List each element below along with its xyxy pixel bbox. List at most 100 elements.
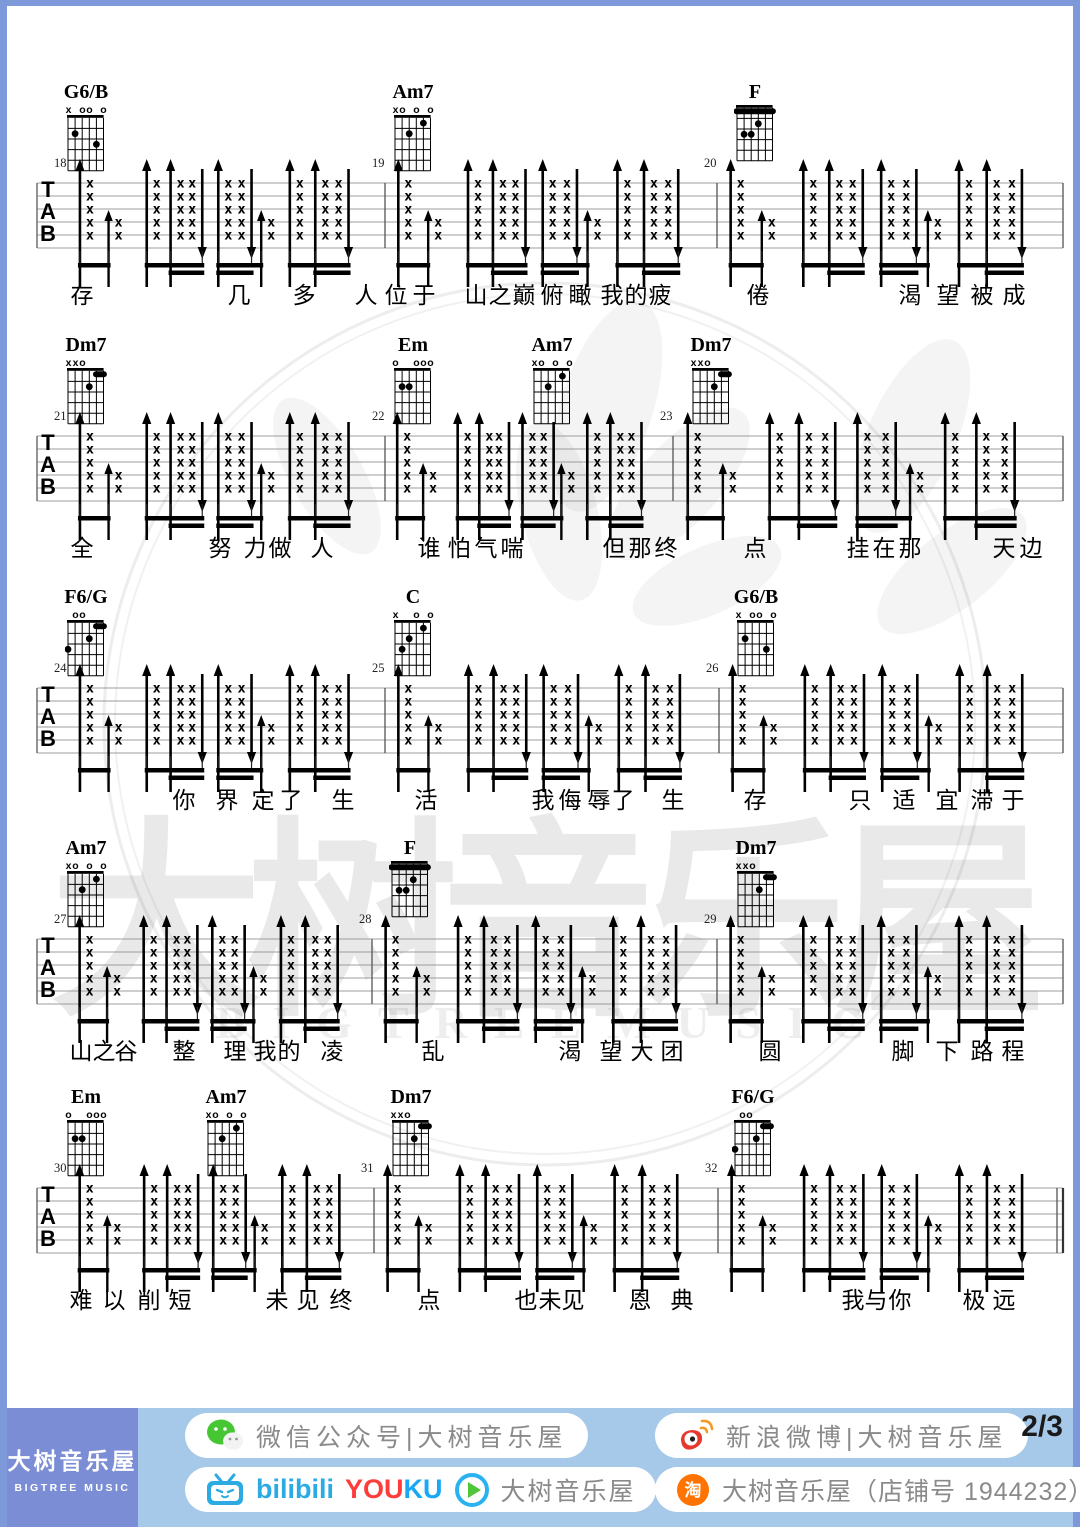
svg-text:x: x — [965, 176, 973, 192]
chord-block: Am7 x o o o — [54, 838, 118, 934]
svg-text:x: x — [172, 984, 180, 1000]
lyric-char: 典 — [670, 1287, 694, 1313]
measure-number: 20 — [704, 156, 717, 170]
svg-text:x: x — [173, 1207, 181, 1223]
lyric-char: 难 — [69, 1287, 93, 1313]
svg-text:x: x — [505, 1194, 513, 1210]
lyric-char: 渴 — [558, 1038, 582, 1064]
svg-text:x: x — [150, 1207, 158, 1223]
weibo-icon — [681, 1419, 714, 1450]
svg-text:x: x — [150, 1181, 158, 1197]
svg-text:x: x — [809, 215, 817, 231]
svg-text:x: x — [177, 733, 185, 749]
chord-block: F6/G o o — [54, 587, 118, 683]
svg-text:x: x — [648, 1194, 656, 1210]
svg-text:x: x — [916, 481, 924, 497]
svg-text:x: x — [836, 1194, 844, 1210]
svg-text:x: x — [650, 176, 658, 192]
svg-text:x: x — [1008, 1220, 1016, 1236]
lyric-char: 下 — [935, 1038, 959, 1064]
svg-text:x: x — [588, 984, 596, 1000]
lyric-char: 圆 — [758, 1038, 782, 1064]
svg-text:x: x — [809, 176, 817, 192]
svg-text:x: x — [616, 481, 624, 497]
svg-text:x: x — [1008, 228, 1016, 244]
svg-text:T: T — [41, 682, 55, 707]
svg-text:x: x — [1008, 958, 1016, 974]
svg-text:x: x — [590, 1233, 598, 1249]
svg-text:x: x — [849, 215, 857, 231]
svg-text:x: x — [321, 481, 329, 497]
svg-text:x: x — [769, 733, 777, 749]
svg-text:x: x — [623, 215, 631, 231]
svg-text:x: x — [557, 984, 565, 1000]
svg-text:A: A — [40, 452, 56, 477]
svg-text:x: x — [313, 1233, 321, 1249]
svg-text:x: x — [542, 984, 550, 1000]
svg-text:x: x — [621, 1207, 629, 1223]
svg-text:x: x — [114, 228, 122, 244]
svg-text:x: x — [429, 481, 437, 497]
svg-text:x: x — [150, 1220, 158, 1236]
chord-name: F — [403, 837, 417, 859]
svg-text:x: x — [1008, 932, 1016, 948]
svg-text:x: x — [647, 984, 655, 1000]
svg-text:x: x — [768, 215, 776, 231]
svg-text:x: x — [993, 1181, 1001, 1197]
svg-text:x: x — [188, 176, 196, 192]
svg-text:x: x — [810, 1233, 818, 1249]
svg-text:x: x — [836, 1233, 844, 1249]
lyric-char: 宜 — [935, 787, 959, 813]
svg-text:x: x — [86, 202, 94, 218]
svg-text:x: x — [288, 1233, 296, 1249]
svg-text:x: x — [863, 481, 871, 497]
svg-text:x: x — [738, 1233, 746, 1249]
lyric-char: 气 — [474, 535, 498, 561]
measure-number: 23 — [660, 409, 673, 423]
chord-name: Em — [71, 1086, 101, 1108]
svg-text:x: x — [623, 202, 631, 218]
lyric-char: 山 — [464, 282, 488, 308]
svg-text:x: x — [224, 202, 232, 218]
svg-text:x: x — [903, 1181, 911, 1197]
svg-text:x: x — [837, 733, 845, 749]
svg-text:x: x — [499, 215, 507, 231]
svg-text:x: x — [590, 1220, 598, 1236]
svg-text:x: x — [492, 1207, 500, 1223]
svg-text:淘: 淘 — [685, 1480, 702, 1500]
measure-number: 19 — [372, 156, 385, 170]
svg-text:x: x — [805, 481, 813, 497]
svg-text:x: x — [965, 1220, 973, 1236]
svg-text:x: x — [887, 189, 895, 205]
tab-staff: TAB27xxxxxxxxxxxxxxxxxxxxxxxxxxxxxxxxxxx… — [36, 912, 1064, 1043]
lyric-char: 边 — [1019, 535, 1043, 561]
svg-text:x: x — [466, 1220, 474, 1236]
lyric-char: 未 — [265, 1287, 289, 1313]
svg-text:x: x — [177, 189, 185, 205]
svg-text:x: x — [1008, 984, 1016, 1000]
svg-text:x: x — [237, 733, 245, 749]
svg-text:x: x — [849, 228, 857, 244]
svg-text:x: x — [86, 455, 94, 471]
svg-text:x: x — [993, 694, 1001, 710]
measure-number: 18 — [54, 156, 67, 170]
svg-text:x: x — [219, 1207, 227, 1223]
svg-text:x: x — [664, 202, 672, 218]
svg-text:x: x — [512, 733, 520, 749]
lyric-char: 喘 — [500, 535, 524, 561]
tab-staff: TAB30xxxxxxxxxxxxxxxxxxxxxxxxxxxxxxxxxxx… — [36, 1161, 1065, 1292]
lyric-char: 凌 — [320, 1038, 344, 1064]
tab-systems: G6/B x o o o Am7 x o o o F T A B 18 x x x x x x x x x x x x x x x x x x x… — [7, 6, 1073, 1408]
svg-text:x: x — [737, 215, 745, 231]
lyric-char: 于 — [1001, 787, 1025, 813]
svg-text:x: x — [903, 1194, 911, 1210]
svg-text:x: x — [739, 733, 747, 749]
svg-text:x: x — [237, 228, 245, 244]
lyric-char: 挂 — [846, 535, 870, 561]
svg-text:x: x — [424, 1220, 432, 1236]
lyric-char: 适 — [892, 787, 916, 813]
lyric-char: 远 — [992, 1287, 1016, 1313]
chord-name: Em — [398, 334, 428, 356]
svg-text:x: x — [334, 733, 342, 749]
